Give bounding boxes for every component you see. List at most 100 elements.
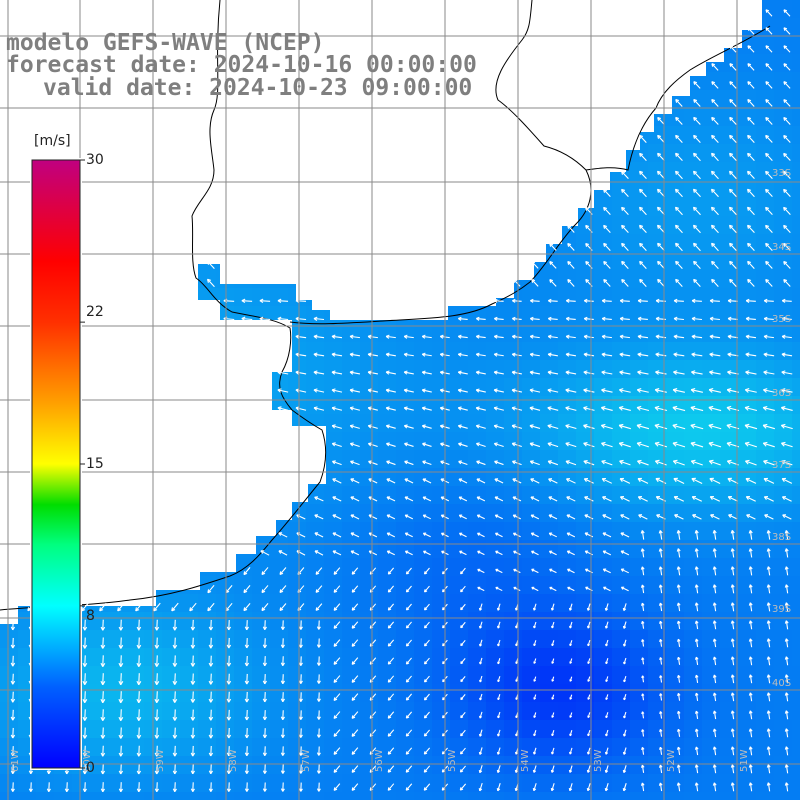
wind-arrow: [587, 747, 591, 755]
speed-cell: [792, 684, 800, 703]
wind-arrow: [100, 763, 106, 775]
speed-cell: [378, 432, 397, 451]
speed-cell: [648, 378, 667, 397]
speed-cell: [684, 792, 703, 800]
wind-arrow: [639, 152, 647, 162]
wind-arrow: [618, 423, 631, 430]
speed-cell: [702, 612, 721, 631]
wind-arrow: [10, 655, 16, 667]
wind-arrow: [676, 764, 681, 774]
wind-arrow: [208, 655, 214, 667]
speed-cell: [720, 720, 739, 739]
speed-cell: [594, 414, 613, 433]
wind-arrow: [745, 370, 757, 375]
wind-arrow: [423, 657, 430, 665]
speed-cell: [648, 666, 667, 685]
wind-arrow: [765, 170, 773, 180]
speed-cell: [252, 738, 271, 757]
wind-arrow: [675, 134, 683, 143]
speed-cell: [576, 738, 595, 757]
wind-arrow: [712, 656, 717, 666]
wind-arrow: [315, 603, 323, 611]
wind-arrow: [280, 674, 285, 685]
speed-cell: [234, 648, 253, 667]
wind-arrow: [405, 639, 412, 647]
wind-arrow: [565, 298, 576, 303]
speed-cell: [774, 792, 793, 800]
wind-arrow: [694, 728, 699, 738]
speed-cell: [756, 432, 775, 451]
wind-arrow: [547, 424, 559, 430]
wind-arrow: [531, 568, 539, 574]
wind-arrow: [367, 388, 378, 393]
wind-arrow: [298, 728, 303, 738]
wind-arrow: [727, 298, 738, 303]
speed-cell: [324, 414, 343, 433]
wind-arrow: [621, 170, 629, 180]
wind-arrow: [460, 658, 466, 665]
speed-cell: [72, 774, 91, 793]
wind-arrow: [639, 224, 647, 234]
speed-cell: [576, 720, 595, 739]
wind-arrow: [712, 674, 717, 684]
speed-cell: [36, 792, 55, 800]
speed-cell: [684, 414, 703, 433]
wind-arrow: [694, 620, 699, 630]
wind-arrow: [748, 530, 753, 540]
wind-arrow: [154, 619, 160, 631]
speed-cell: [468, 504, 487, 523]
wind-arrow: [641, 639, 645, 647]
wind-arrow: [692, 514, 702, 520]
speed-cell: [324, 576, 343, 595]
wind-arrow: [781, 334, 792, 339]
speed-cell: [648, 540, 667, 559]
wind-arrow: [351, 747, 359, 755]
wind-arrow: [422, 496, 432, 502]
speed-cell: [648, 324, 667, 343]
wind-arrow: [496, 603, 501, 611]
wind-arrow: [601, 388, 613, 393]
speed-cell: [378, 378, 397, 397]
speed-cell: [792, 306, 800, 325]
speed-cell: [702, 306, 721, 325]
wind-arrow: [421, 352, 432, 357]
speed-cell: [792, 504, 800, 523]
speed-cell: [414, 378, 433, 397]
speed-cell: [738, 414, 757, 433]
wind-arrow: [547, 388, 559, 393]
wind-arrow: [766, 692, 771, 702]
wind-arrow: [674, 514, 684, 520]
speed-cell: [540, 378, 559, 397]
speed-cell: [630, 558, 649, 577]
speed-cell: [576, 612, 595, 631]
speed-cell: [558, 360, 577, 379]
speed-cell: [198, 720, 217, 739]
wind-arrow: [766, 566, 771, 576]
speed-cell: [414, 666, 433, 685]
speed-cell: [306, 324, 325, 343]
wind-arrow: [605, 712, 609, 719]
wind-arrow: [262, 656, 268, 667]
wind-arrow: [331, 406, 343, 411]
wind-arrow: [532, 765, 537, 773]
wind-arrow: [532, 603, 537, 611]
wind-arrow: [710, 170, 719, 180]
speed-cell: [630, 432, 649, 451]
wind-arrow: [676, 548, 681, 558]
wind-arrow: [708, 441, 722, 448]
wind-arrow: [691, 352, 703, 357]
speed-cell: [540, 432, 559, 451]
wind-arrow: [135, 602, 143, 612]
wind-arrow: [497, 729, 501, 737]
wind-arrow: [494, 460, 504, 466]
wind-arrow: [457, 352, 468, 357]
wind-arrow: [766, 638, 771, 648]
speed-cell: [252, 648, 271, 667]
speed-cell: [180, 612, 199, 631]
speed-cell: [396, 360, 415, 379]
wind-arrow: [673, 370, 685, 375]
speed-cell: [252, 720, 271, 739]
speed-cell: [684, 630, 703, 649]
speed-cell: [540, 702, 559, 721]
speed-cell: [792, 72, 800, 91]
